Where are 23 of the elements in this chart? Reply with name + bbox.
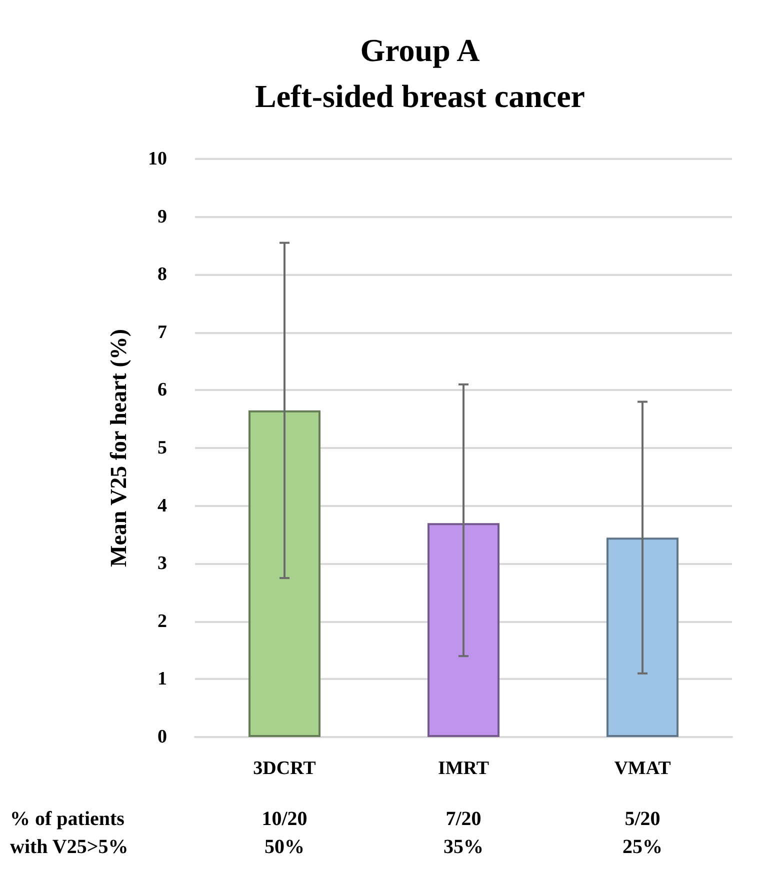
y-tick-label: 3 [158,553,167,574]
y-tick-label: 10 [148,148,167,170]
y-tick-label: 8 [158,264,167,286]
y-tick-label: 2 [158,610,167,632]
x-tick-label: IMRT [438,758,490,779]
bar [606,538,678,737]
text: 7/20 35% [444,808,484,858]
bar [248,410,320,737]
text: % of patients with V25>5% [10,808,128,858]
y-tick-label: 1 [158,668,167,690]
x-tick-label: VMAT [614,758,672,779]
text: 5/20 25% [622,808,662,858]
chart-title: Group A Left-sided breast cancer [255,32,585,114]
y-tick-label: 6 [158,380,167,401]
y-tick-label: 4 [158,495,168,516]
y-tick-label: 5 [158,438,167,458]
y-axis-title: Mean V25 for heart (%) [106,328,131,568]
bar [428,523,500,737]
y-tick-label: 0 [158,726,167,748]
y-tick-label: 7 [158,322,168,343]
x-tick-label: 3DCRT [253,758,316,779]
y-tick-label: 9 [158,206,167,228]
text: 10/20 50% [262,808,308,858]
